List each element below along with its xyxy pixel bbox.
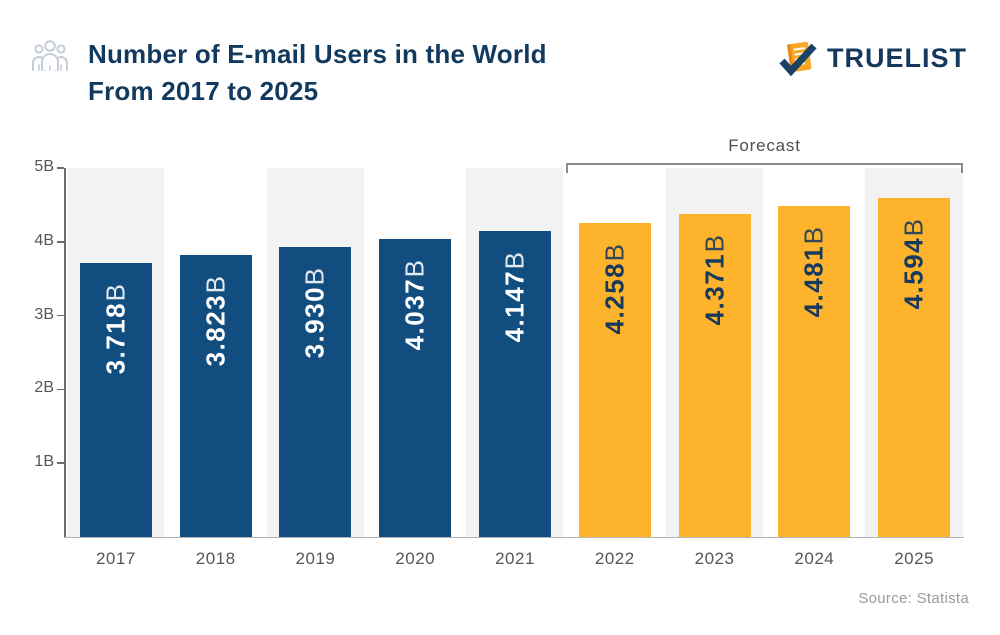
bar-value-label-2017: 3.718B: [100, 282, 131, 375]
y-axis-tick: [57, 462, 64, 464]
forecast-bracket-right-end: [961, 163, 963, 173]
y-axis-tick-label: 4B: [34, 231, 54, 249]
x-axis-label-2024: 2024: [794, 549, 835, 568]
bar-value-label-2024: 4.481B: [798, 226, 829, 318]
y-axis-tick: [57, 314, 64, 317]
bar-2021: 4.147B: [479, 230, 551, 537]
bar-value-label-2025: 4.594B: [898, 217, 929, 310]
truelist-logo-text: TRUELIST: [827, 42, 967, 73]
bar-2022: 4.258B: [578, 222, 651, 537]
y-axis-tick-label: 5B: [34, 158, 54, 175]
bar-value-label-2023: 4.371B: [699, 234, 730, 326]
x-axis-label-2022: 2022: [594, 549, 635, 568]
people-group-icon: [32, 40, 68, 71]
y-axis-tick: [57, 388, 64, 391]
bar-2025: 4.594B: [878, 197, 951, 537]
forecast-label: Forecast: [728, 136, 801, 155]
truelist-logo-icon: [779, 41, 817, 77]
bar-value-label-2021: 4.147B: [499, 250, 530, 343]
bar-2020: 4.037B: [379, 239, 452, 537]
y-axis-tick-label: 2B: [34, 379, 54, 397]
x-axis-label-2025: 2025: [894, 549, 935, 568]
page-title: Number of E-mail Users in the World From…: [88, 36, 728, 110]
x-axis-label-2019: 2019: [295, 549, 336, 568]
x-axis-label-2018: 2018: [195, 549, 236, 568]
y-axis-tick-label: 1B: [34, 453, 54, 471]
x-axis-label-2023: 2023: [694, 549, 735, 568]
bar-2024: 4.481B: [778, 206, 851, 537]
page-title-line2: From 2017 to 2025: [88, 76, 319, 106]
y-axis-tick: [57, 241, 64, 243]
forecast-bracket-left-end: [566, 163, 568, 173]
x-axis-label-2020: 2020: [395, 549, 436, 568]
x-axis-label-2021: 2021: [495, 549, 535, 568]
page-title-line1: Number of E-mail Users in the World: [88, 39, 547, 69]
forecast-bracket: [566, 163, 963, 165]
bar-value-label-2019: 3.930B: [299, 266, 330, 359]
source-attribution: Source: Statista: [858, 590, 969, 607]
x-axis-line: [64, 537, 965, 538]
y-axis-tick-label: 3B: [34, 305, 54, 323]
bar-2017: 3.718B: [79, 262, 152, 537]
y-axis-line: [64, 168, 66, 537]
x-axis-label-2017: 2017: [95, 549, 136, 568]
truelist-logo: TRUELIST: [778, 38, 967, 78]
bar-2019: 3.930B: [279, 246, 352, 537]
bar-value-label-2018: 3.823B: [200, 274, 231, 367]
bar-value-label-2022: 4.258B: [599, 242, 630, 335]
bar-value-label-2020: 4.037B: [399, 259, 430, 351]
y-axis-tick: [57, 167, 64, 169]
bar-2018: 3.823B: [179, 254, 252, 537]
bar-2023: 4.371B: [678, 214, 751, 537]
